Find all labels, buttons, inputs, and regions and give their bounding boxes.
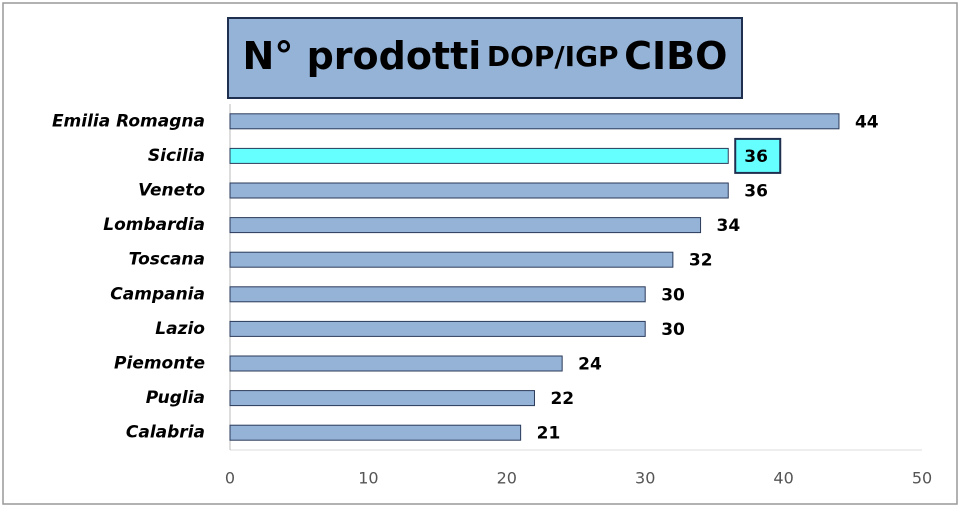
bar	[229, 424, 522, 441]
value-label: 36	[744, 182, 768, 202]
category-label: Puglia	[146, 388, 205, 408]
x-tick-label: 30	[635, 469, 655, 488]
bar	[229, 251, 674, 268]
bar	[229, 217, 702, 234]
category-label: Toscana	[129, 250, 205, 270]
x-tick-label: 40	[773, 469, 793, 488]
value-label: 22	[550, 389, 574, 409]
value-label: 34	[717, 216, 741, 236]
category-label: Sicilia	[148, 146, 205, 166]
category-label: Calabria	[126, 423, 205, 443]
value-label: 36	[744, 147, 768, 167]
x-tick-label: 0	[225, 469, 235, 488]
x-tick-label: 10	[358, 469, 378, 488]
value-label: 30	[661, 285, 685, 305]
bar	[229, 320, 646, 337]
value-label: 44	[855, 112, 879, 132]
category-label: Emilia Romagna	[52, 111, 205, 131]
bar	[229, 182, 729, 199]
x-tick-label: 20	[497, 469, 517, 488]
bar	[229, 113, 840, 130]
title-part: DOP/IGP	[487, 40, 619, 73]
bar	[229, 286, 646, 303]
bar	[229, 390, 535, 407]
category-label: Lombardia	[103, 215, 205, 235]
chart-title: N° prodotti DOP/IGP CIBO	[243, 34, 728, 78]
value-label-box	[734, 137, 782, 174]
category-label: Campania	[110, 284, 205, 304]
category-label: Lazio	[155, 319, 205, 339]
value-label: 32	[689, 251, 713, 271]
value-label: 21	[537, 424, 561, 444]
category-label: Piemonte	[114, 354, 205, 374]
title-part: N° prodotti	[243, 34, 482, 78]
bar	[229, 147, 729, 164]
category-label: Veneto	[138, 181, 205, 201]
title-box	[227, 17, 743, 99]
title-part: CIBO	[624, 34, 727, 78]
bar	[229, 355, 563, 372]
value-label: 30	[661, 320, 685, 340]
value-label: 24	[578, 355, 602, 375]
x-tick-label: 50	[912, 469, 932, 488]
